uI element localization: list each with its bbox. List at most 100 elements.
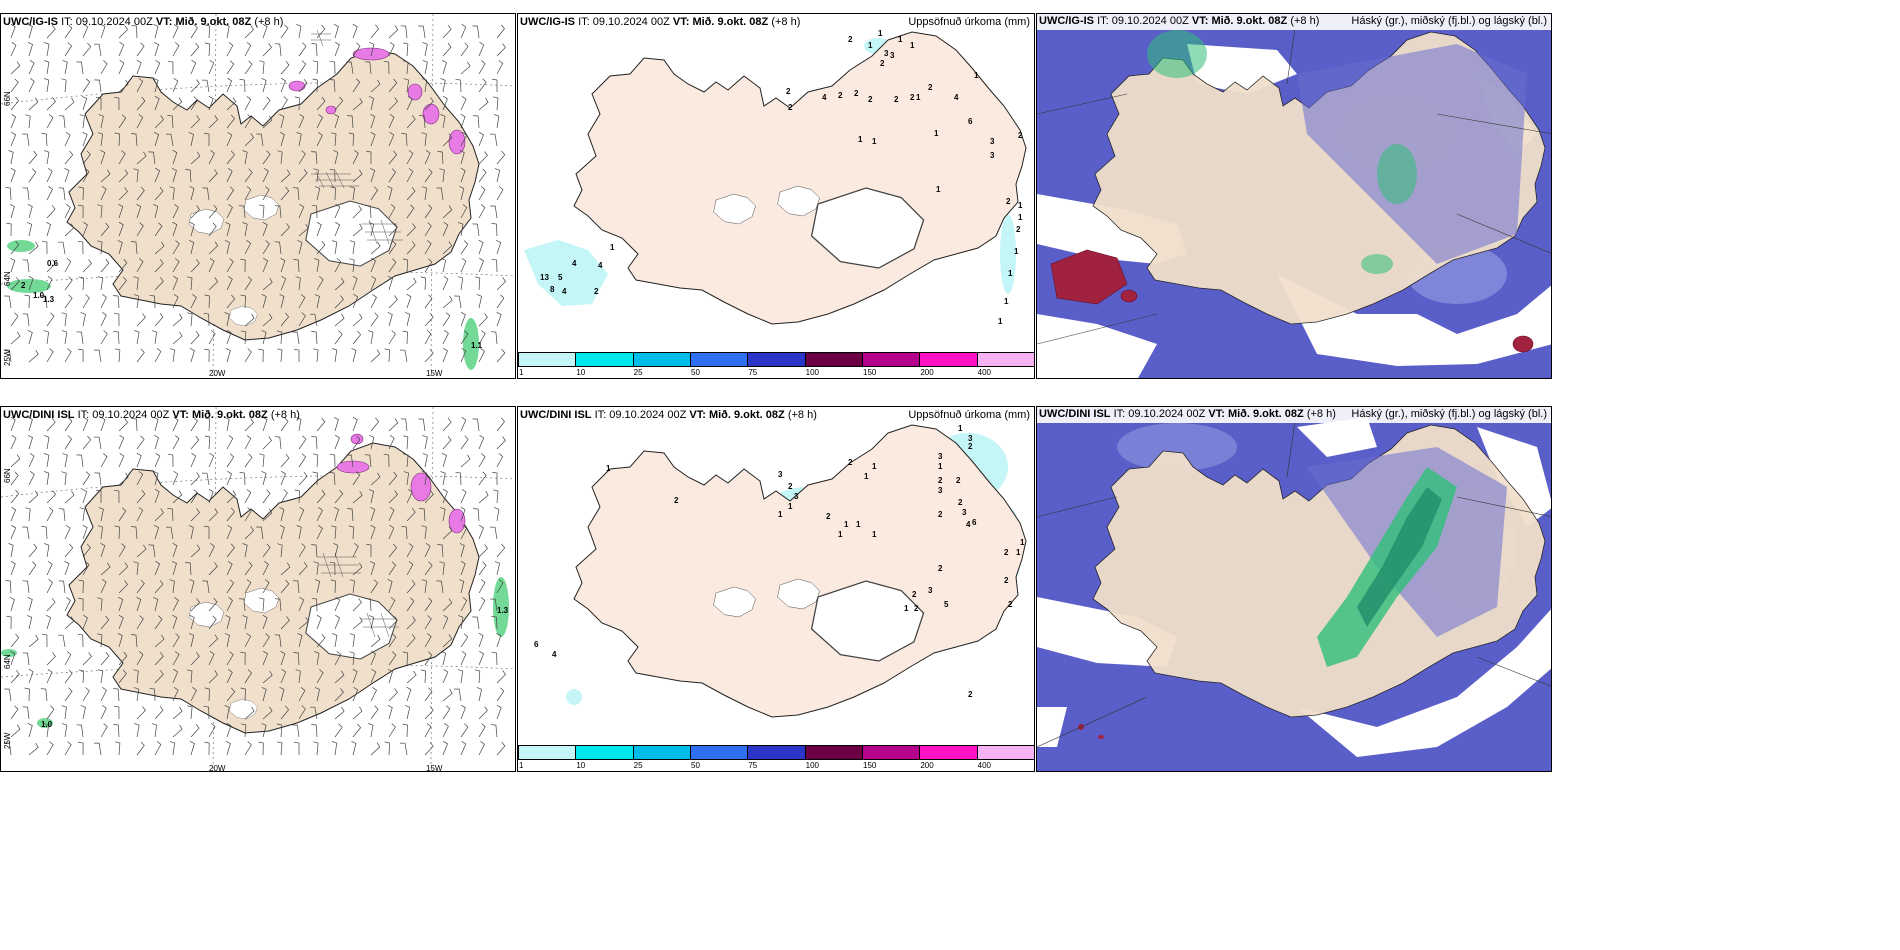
valid-time: Mið. 9.okt. 08Z [175, 16, 252, 28]
wind-barb [238, 598, 246, 612]
wind-barb [22, 580, 30, 594]
wind-barb [244, 25, 254, 39]
precip-value: 2 [1004, 576, 1009, 585]
wind-barb [171, 167, 177, 183]
wind-barb [347, 115, 354, 129]
wind-barb [370, 524, 376, 540]
wind-barb [316, 24, 326, 39]
wind-barb [44, 453, 50, 468]
wind-barb [172, 597, 179, 612]
wind-barb [208, 488, 214, 504]
wind-barb [151, 723, 157, 738]
wind-barb [494, 561, 501, 576]
wind-barb [460, 741, 467, 756]
wind-barb [190, 544, 201, 558]
wind-barb [349, 240, 355, 255]
wind-barb [460, 597, 468, 612]
wind-barb [460, 113, 466, 129]
wind-barb [190, 151, 201, 165]
wind-barb [244, 418, 254, 432]
precip-value: 1 [898, 35, 903, 44]
wind-barb [460, 61, 471, 75]
wind-barb [274, 241, 282, 255]
mid-cloud [1050, 249, 1534, 353]
wind-barb [64, 42, 73, 57]
wind-barb [387, 704, 393, 720]
wind-barb [406, 616, 416, 630]
wind-barb [460, 633, 469, 648]
wind-barb [478, 597, 486, 612]
wind-barb [388, 295, 398, 309]
wind-barb [298, 543, 306, 558]
wind-barb [311, 544, 318, 558]
wind-barb [383, 453, 390, 468]
colorbar-label: 10 [576, 368, 586, 377]
wind-barb [208, 562, 218, 576]
wind-barb [352, 23, 358, 39]
wind-barb [151, 330, 157, 345]
model-name: UWC/DINI ISL [520, 409, 592, 421]
wind-barb [208, 277, 219, 291]
colorbar-swatch [690, 352, 749, 367]
wind-barb [259, 204, 265, 219]
wind-barb [154, 634, 165, 648]
wind-barb [262, 416, 268, 432]
wind-barb [136, 615, 144, 630]
wind-barb [454, 688, 462, 702]
wind-barb [44, 435, 50, 450]
wind-barb [311, 597, 318, 612]
wind-barb [478, 471, 487, 486]
wind-barb [10, 489, 20, 504]
wind-barb [204, 525, 210, 539]
wind-barb [167, 453, 174, 468]
wind-barb [388, 543, 398, 558]
wind-barb [172, 724, 183, 738]
wind-barb [41, 133, 48, 147]
wind-barb [28, 97, 39, 111]
wind-barb [368, 489, 375, 504]
wind-barb [190, 42, 200, 57]
wind-barb [316, 96, 326, 111]
wind-barb [442, 705, 451, 720]
wind-barb [406, 240, 416, 255]
precip-value: 3 [938, 486, 943, 495]
wind-barb [208, 258, 215, 273]
wind-barb [204, 294, 210, 309]
wind-barb [388, 471, 398, 486]
vt-label: VT: [672, 16, 690, 28]
wind-barb [226, 687, 236, 702]
wind-barb [440, 78, 446, 93]
wind-barb [496, 150, 506, 165]
wind-barb [406, 489, 413, 504]
wind-barb [388, 723, 396, 738]
wind-barb [46, 705, 55, 720]
wind-barb [61, 78, 67, 93]
wind-barb [244, 240, 252, 255]
wind-barb [352, 169, 363, 183]
wind-barb [100, 222, 110, 237]
wind-barb [440, 651, 447, 666]
wind-barb [100, 258, 110, 273]
wind-barb [279, 506, 285, 522]
wind-barb [225, 221, 231, 237]
wind-barb [405, 705, 411, 720]
wind-barb [46, 168, 53, 183]
map-bottom-wind: 1.3 1.0 [1, 407, 515, 771]
precip-value: 2 [914, 604, 919, 613]
valid-time: Mið. 9.okt. 08Z [692, 16, 769, 28]
wind-barb [351, 740, 357, 756]
precip-value: 6 [972, 518, 977, 527]
vt-label: VT: [689, 409, 706, 421]
wind-barb [61, 723, 68, 738]
wind-barb [27, 23, 33, 39]
wind-barb [188, 633, 195, 648]
wind-barb [365, 598, 372, 612]
wind-barb [78, 276, 85, 291]
wind-barb [118, 543, 126, 558]
wind-barb [298, 596, 305, 612]
wind-barb [311, 436, 318, 450]
wind-barb [136, 313, 146, 327]
wind-barb [64, 294, 73, 309]
wind-barb [370, 669, 377, 684]
wind-barb [472, 25, 480, 39]
